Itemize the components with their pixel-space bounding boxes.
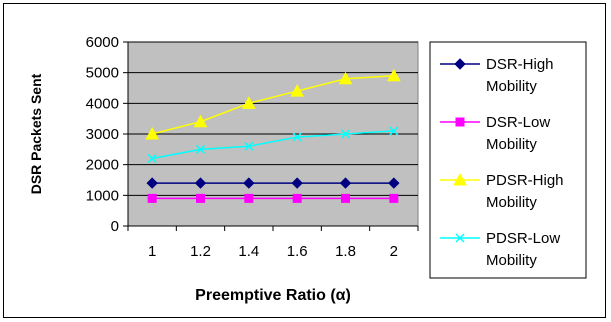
data-point xyxy=(193,114,208,128)
legend-swatch-marker xyxy=(453,172,467,186)
series-line xyxy=(152,130,394,160)
gridlines xyxy=(128,41,418,196)
data-point xyxy=(244,193,254,203)
legend-label: DSR-High xyxy=(486,56,554,73)
y-axis-title: DSR Packets Sent xyxy=(28,73,44,194)
y-tick-label: 2000 xyxy=(86,157,119,174)
x-axis-title: Preemptive Ratio (α) xyxy=(195,287,351,304)
data-point xyxy=(290,84,305,97)
legend-label: Mobility xyxy=(486,136,537,153)
x-tick-label: 1.2 xyxy=(190,243,211,260)
legend-item: PDSR-High Mobility xyxy=(440,172,564,211)
y-tick-label: 4000 xyxy=(86,95,119,112)
x-tick-label: 1.8 xyxy=(335,243,356,260)
data-point xyxy=(194,177,207,189)
data-point xyxy=(338,71,353,85)
y-tick-label: 1000 xyxy=(86,187,119,204)
legend-swatch-marker xyxy=(454,58,466,70)
legend-label: Mobility xyxy=(486,252,537,269)
legend: DSR-HighMobilityDSR-LowMobilityPDSR-High… xyxy=(429,41,587,279)
data-point xyxy=(291,177,303,189)
data-point xyxy=(244,141,254,151)
data-point xyxy=(147,193,157,203)
data-point xyxy=(241,96,256,109)
data-point xyxy=(341,193,350,203)
data-point xyxy=(292,132,302,142)
y-tick-labels: 0 1000 2000 3000 4000 5000 6000 xyxy=(86,34,119,235)
y-tick-label: 3000 xyxy=(86,126,119,143)
legend-label: Mobility xyxy=(486,194,537,211)
legend-swatch-marker xyxy=(455,117,465,127)
y-tick-label: 6000 xyxy=(86,34,119,51)
legend-item: DSR-High Mobility xyxy=(440,56,554,95)
series-dsr-low-mobility xyxy=(147,193,399,203)
legend-swatch-marker xyxy=(455,233,465,243)
data-point xyxy=(340,129,351,139)
x-tick-labels: 1 1.2 1.4 1.6 1.8 2 xyxy=(148,243,398,260)
x-tick-label: 1.6 xyxy=(287,243,308,260)
data-point xyxy=(339,177,352,189)
data-point xyxy=(196,193,205,203)
x-tick-label: 1 xyxy=(148,243,156,260)
series-line xyxy=(151,74,394,135)
data-point xyxy=(386,68,401,82)
data-point xyxy=(389,193,399,203)
data-point xyxy=(243,177,255,189)
series-layer xyxy=(145,68,401,203)
legend-label: Mobility xyxy=(486,78,537,95)
axes xyxy=(123,41,419,231)
legend-item: DSR-Low Mobility xyxy=(440,114,550,153)
y-tick-label: 0 xyxy=(111,218,119,235)
data-point xyxy=(388,177,400,189)
legend-label: PDSR-Low xyxy=(486,230,560,247)
series-pdsr-low-mobility xyxy=(147,126,399,164)
data-point xyxy=(145,126,160,140)
legend-item: PDSR-Low Mobility xyxy=(440,230,560,269)
series-dsr-high-mobility xyxy=(146,177,400,189)
data-point xyxy=(292,193,302,203)
data-point xyxy=(389,126,399,136)
series-pdsr-high-mobility xyxy=(145,68,401,140)
x-tick-label: 2 xyxy=(390,243,398,260)
legend-label: DSR-Low xyxy=(486,114,550,131)
legend-label: PDSR-High xyxy=(486,172,564,189)
data-point xyxy=(195,144,206,154)
y-tick-label: 5000 xyxy=(86,65,119,82)
x-tick-label: 1.4 xyxy=(238,243,259,260)
data-point xyxy=(147,154,157,164)
data-point xyxy=(146,177,158,189)
